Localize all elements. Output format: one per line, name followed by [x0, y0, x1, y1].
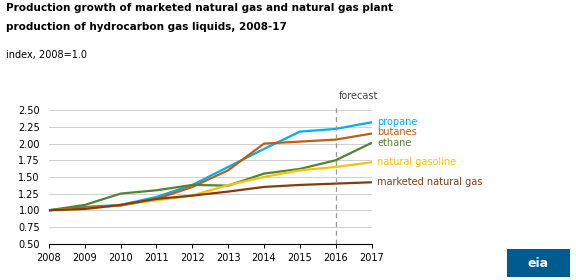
Text: eia: eia — [528, 257, 549, 270]
Text: natural gasoline: natural gasoline — [377, 157, 456, 167]
Text: ethane: ethane — [377, 138, 412, 148]
Text: Production growth of marketed natural gas and natural gas plant: Production growth of marketed natural ga… — [6, 3, 393, 13]
Text: production of hydrocarbon gas liquids, 2008-17: production of hydrocarbon gas liquids, 2… — [6, 22, 287, 32]
Text: propane: propane — [377, 117, 418, 127]
Text: forecast: forecast — [339, 91, 378, 101]
Text: index, 2008=1.0: index, 2008=1.0 — [6, 50, 87, 60]
Text: marketed natural gas: marketed natural gas — [377, 177, 483, 187]
Text: butanes: butanes — [377, 127, 417, 137]
